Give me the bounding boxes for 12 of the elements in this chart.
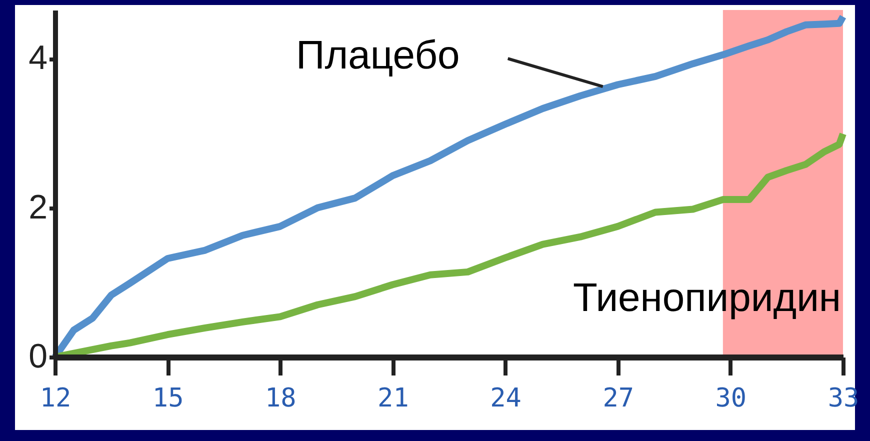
series-label: Тиенопиридин — [573, 276, 841, 320]
x-tick-label: 15 — [152, 384, 184, 414]
y-tick-label: 2 — [28, 188, 48, 226]
x-tick-label: 30 — [715, 384, 747, 414]
x-tick-label: 27 — [602, 384, 634, 414]
x-tick-label: 21 — [378, 384, 409, 414]
x-tick-label: 18 — [264, 384, 296, 414]
y-tick-label: 4 — [28, 39, 48, 78]
x-tick-label: 24 — [490, 384, 522, 414]
series-label: Плацебо — [296, 34, 460, 78]
y-tick-label: 0 — [28, 338, 48, 376]
x-tick-label: 12 — [40, 384, 72, 414]
